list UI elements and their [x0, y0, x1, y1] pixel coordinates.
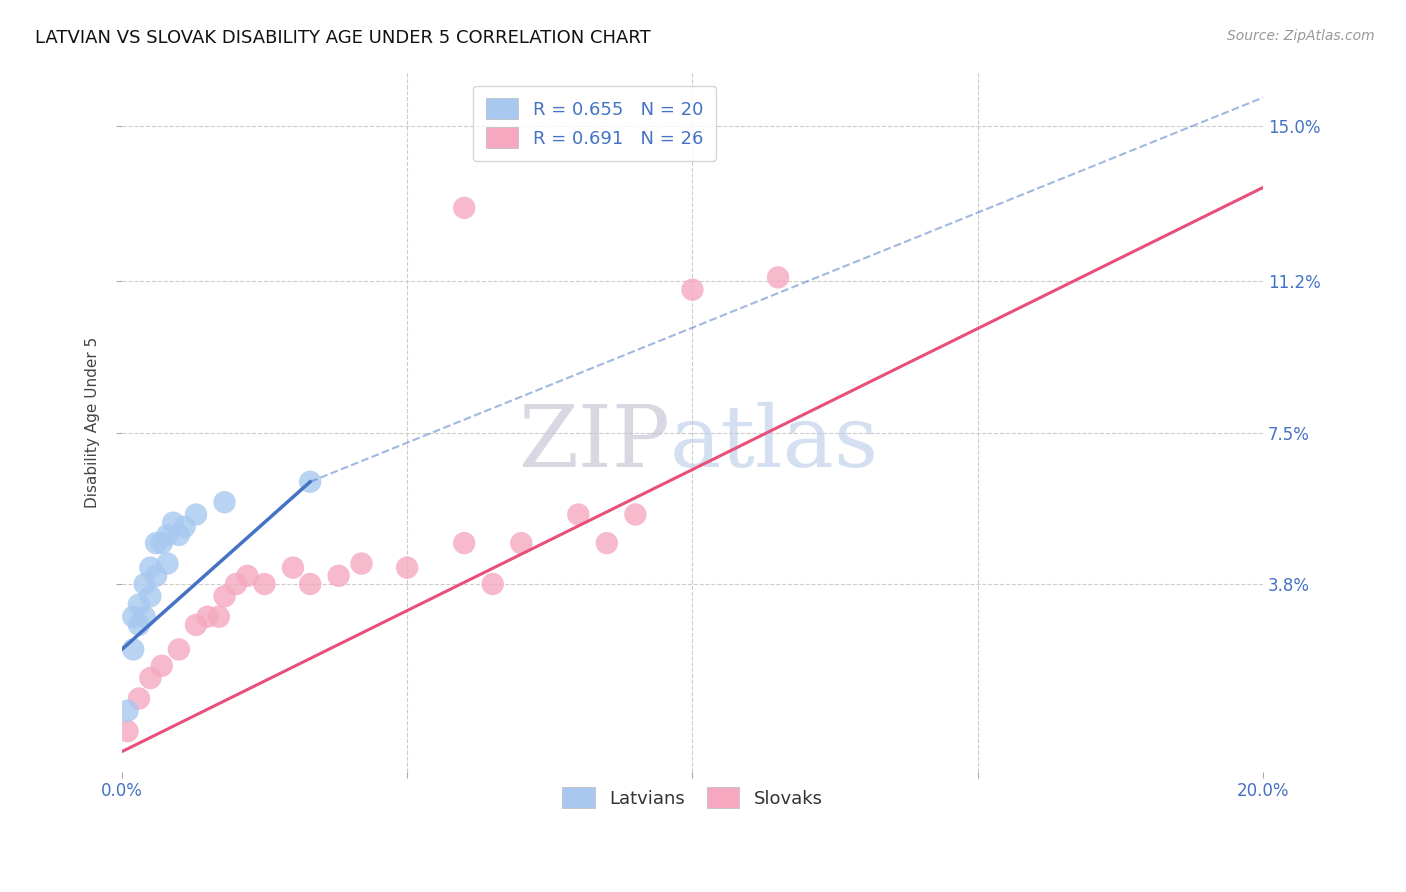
- Point: [453, 536, 475, 550]
- Point: [236, 569, 259, 583]
- Point: [167, 528, 190, 542]
- Y-axis label: Disability Age Under 5: Disability Age Under 5: [86, 337, 100, 508]
- Point: [481, 577, 503, 591]
- Point: [253, 577, 276, 591]
- Point: [145, 569, 167, 583]
- Point: [453, 201, 475, 215]
- Point: [128, 598, 150, 612]
- Point: [128, 618, 150, 632]
- Point: [173, 520, 195, 534]
- Point: [214, 495, 236, 509]
- Point: [299, 475, 322, 489]
- Point: [208, 609, 231, 624]
- Point: [156, 557, 179, 571]
- Point: [567, 508, 589, 522]
- Point: [328, 569, 350, 583]
- Point: [184, 508, 207, 522]
- Point: [134, 577, 156, 591]
- Point: [117, 704, 139, 718]
- Point: [139, 589, 162, 603]
- Point: [117, 724, 139, 739]
- Point: [145, 536, 167, 550]
- Point: [510, 536, 533, 550]
- Point: [167, 642, 190, 657]
- Point: [122, 609, 145, 624]
- Point: [299, 577, 322, 591]
- Text: Source: ZipAtlas.com: Source: ZipAtlas.com: [1227, 29, 1375, 43]
- Point: [596, 536, 619, 550]
- Point: [766, 270, 789, 285]
- Point: [128, 691, 150, 706]
- Text: ZIP: ZIP: [517, 402, 669, 485]
- Point: [150, 658, 173, 673]
- Text: LATVIAN VS SLOVAK DISABILITY AGE UNDER 5 CORRELATION CHART: LATVIAN VS SLOVAK DISABILITY AGE UNDER 5…: [35, 29, 651, 46]
- Point: [184, 618, 207, 632]
- Point: [162, 516, 184, 530]
- Point: [139, 560, 162, 574]
- Point: [225, 577, 247, 591]
- Point: [350, 557, 373, 571]
- Point: [150, 536, 173, 550]
- Point: [682, 283, 704, 297]
- Point: [214, 589, 236, 603]
- Point: [396, 560, 419, 574]
- Text: atlas: atlas: [669, 402, 879, 485]
- Point: [281, 560, 304, 574]
- Point: [624, 508, 647, 522]
- Point: [197, 609, 219, 624]
- Point: [134, 609, 156, 624]
- Point: [156, 528, 179, 542]
- Legend: Latvians, Slovaks: Latvians, Slovaks: [555, 780, 830, 815]
- Point: [139, 671, 162, 685]
- Point: [122, 642, 145, 657]
